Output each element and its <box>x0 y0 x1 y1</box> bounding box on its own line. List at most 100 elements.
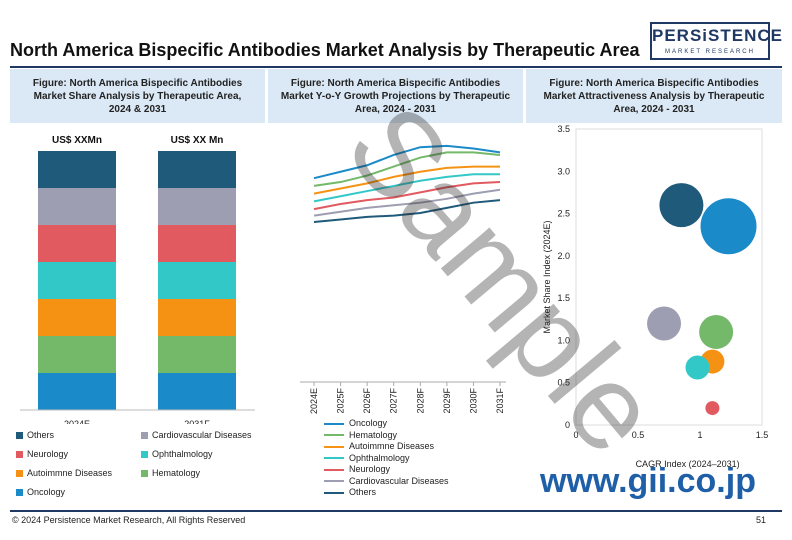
y-tick-label: 1.5 <box>557 293 570 303</box>
legend-line-swatch <box>324 434 344 437</box>
x-tick-label: 0 <box>573 430 578 440</box>
legend-line-swatch <box>324 480 344 483</box>
series-line-ophthalmology <box>313 173 500 203</box>
legend-item-cardiovascular-diseases: Cardiovascular Diseases <box>324 476 449 486</box>
legend-label: Ophthalmology <box>152 449 213 459</box>
bar-segment-oncology-2031f <box>158 373 236 410</box>
series-line-hematology <box>313 151 501 187</box>
bar-value-label: US$ XX Mn <box>171 135 224 146</box>
legend-swatch <box>141 432 148 440</box>
bar-segment-autoimmne-diseases-2031f <box>158 299 236 336</box>
bar-segment-others-2031f <box>158 151 236 188</box>
legend-item-autoimmne-diseases: Autoimmne Diseases <box>324 441 434 451</box>
x-tick-label: 0.5 <box>632 430 645 440</box>
bubble-cardiovascular-diseases <box>647 306 682 341</box>
x-tick-label: 2024E <box>64 419 90 424</box>
legend-item-cardiovascular-diseases: Cardiovascular Diseases <box>141 430 252 440</box>
header: North America Bispecific Antibodies Mark… <box>0 0 792 66</box>
plot-area <box>575 128 763 426</box>
legend-label: Others <box>349 487 377 497</box>
legend-item-others: Others <box>324 487 376 497</box>
company-logo: PERSiSTENCE MARKET RESEARCH <box>650 22 783 60</box>
y-axis-label: Market Share Index (2024E) <box>542 220 552 333</box>
y-tick-label: 3.0 <box>557 166 570 176</box>
legend-item-others: Others <box>16 430 54 440</box>
legend-label: Autoimmne Diseases <box>27 468 113 478</box>
panel-title-share: Figure: North America Bispecific Antibod… <box>10 69 265 123</box>
gii-url: www.gii.co.jp <box>540 462 756 500</box>
page-number: 51 <box>756 515 767 525</box>
share-bar-chart: US$ XXMn 2024E US$ XX Mn 2031F <box>20 135 255 424</box>
growth-line-chart: 2024E 2025F 2026F 2027F 2028F 2029F 2030F 2031F <box>300 144 506 414</box>
legend-swatch <box>16 451 23 459</box>
legend-swatch <box>16 489 23 497</box>
bubble-hematology <box>699 314 734 349</box>
bar-segment-cardiovascular-diseases-2024e <box>38 188 116 225</box>
bar-segment-ophthalmology-2031f <box>158 262 236 299</box>
series-line-others <box>313 199 501 224</box>
legend-swatch <box>141 470 148 478</box>
legend-swatch <box>16 470 23 478</box>
legend-label: Hematology <box>349 429 398 440</box>
legend-item-hematology: Hematology <box>141 468 200 478</box>
x-tick-label: 2025F <box>336 388 346 414</box>
chart-title-share: Figure: North America Bispecific Antibod… <box>32 77 243 115</box>
attractiveness-bubble-chart: 0 0.5 1.0 1.5 2.0 2.5 3.0 3.5 0 0.5 1 1.5 CAGR Index… <box>542 124 769 469</box>
series-line-cardiovascular-diseases <box>313 188 501 217</box>
bar-segment-neurology-2031f <box>158 225 236 262</box>
legend-item-ophthalmology: Ophthalmology <box>141 449 213 459</box>
x-tick-label: 2030F <box>468 388 478 414</box>
legend-line-swatch <box>324 445 344 448</box>
growth-panel: 2024E 2025F 2026F 2027F 2028F 2029F 2030F 2031F… <box>268 124 523 506</box>
legend-label: Hematology <box>152 468 201 478</box>
bar-segment-oncology-2024e <box>38 373 116 410</box>
bar-segment-neurology-2024e <box>38 225 116 262</box>
bubble-ophthalmology <box>685 355 710 380</box>
x-tick-label: 1.5 <box>756 430 769 440</box>
legend-item-oncology: Oncology <box>16 487 65 497</box>
bubble-neurology <box>705 401 720 416</box>
y-tick-label: 3.5 <box>557 124 570 134</box>
x-tick-label: 2029F <box>442 388 452 414</box>
legend-line-swatch <box>324 422 344 425</box>
chart-title-growth: Figure: North America Bispecific Antibod… <box>280 77 511 115</box>
logo-main-text: PERSiSTENCE <box>652 26 783 45</box>
legend-item-autoimmne-diseases: Autoimmne Diseases <box>16 468 112 478</box>
x-tick-label: 2031F <box>495 388 505 414</box>
page-title: North America Bispecific Antibodies Mark… <box>10 40 640 60</box>
legend-item-neurology: Neurology <box>324 464 390 474</box>
legend-label: Others <box>27 430 55 440</box>
bar-segment-ophthalmology-2024e <box>38 262 116 299</box>
bar-segment-hematology-2024e <box>38 336 116 373</box>
x-tick-label: 2024E <box>309 388 319 414</box>
y-tick-label: 0.5 <box>557 378 570 388</box>
legend-swatch <box>141 451 148 459</box>
panel-title-attractiveness: Figure: North America Bispecific Antibod… <box>526 69 782 123</box>
legend-item-neurology: Neurology <box>16 449 68 459</box>
legend-item-hematology: Hematology <box>324 430 397 440</box>
footer-rule <box>10 510 782 512</box>
legend-label: Neurology <box>349 464 391 474</box>
legend-label: Ophthalmology <box>349 452 410 463</box>
bar-segment-others-2024e <box>38 151 116 188</box>
x-tick-label: 2028F <box>415 388 425 414</box>
x-tick-label: 2031F <box>184 419 210 424</box>
x-tick-label: 1 <box>697 430 702 440</box>
bubble-others <box>659 183 704 228</box>
legend-label: Oncology <box>349 418 388 428</box>
legend-label: Oncology <box>27 487 66 497</box>
legend-swatch <box>16 432 23 440</box>
copyright-text: © 2024 Persistence Market Research, All … <box>12 515 246 525</box>
series-line-neurology <box>313 181 501 211</box>
attractiveness-panel: 0 0.5 1.0 1.5 2.0 2.5 3.0 3.5 0 0.5 1 1.5 CAGR Index… <box>526 124 782 506</box>
legend-item-ophthalmology: Ophthalmology <box>324 453 410 463</box>
share-legend: Others Cardiovascular Diseases Neurology Op… <box>10 426 265 506</box>
bubble-oncology <box>700 198 757 255</box>
legend-line-swatch <box>324 491 344 494</box>
bar-segment-hematology-2031f <box>158 336 236 373</box>
panel-title-growth: Figure: North America Bispecific Antibod… <box>268 69 523 123</box>
legend-label: Neurology <box>27 449 69 459</box>
chart-title-attractiveness: Figure: North America Bispecific Antibod… <box>543 77 765 115</box>
header-rule <box>10 66 782 68</box>
x-axis-label: CAGR Index (2024–2031) <box>636 459 740 469</box>
